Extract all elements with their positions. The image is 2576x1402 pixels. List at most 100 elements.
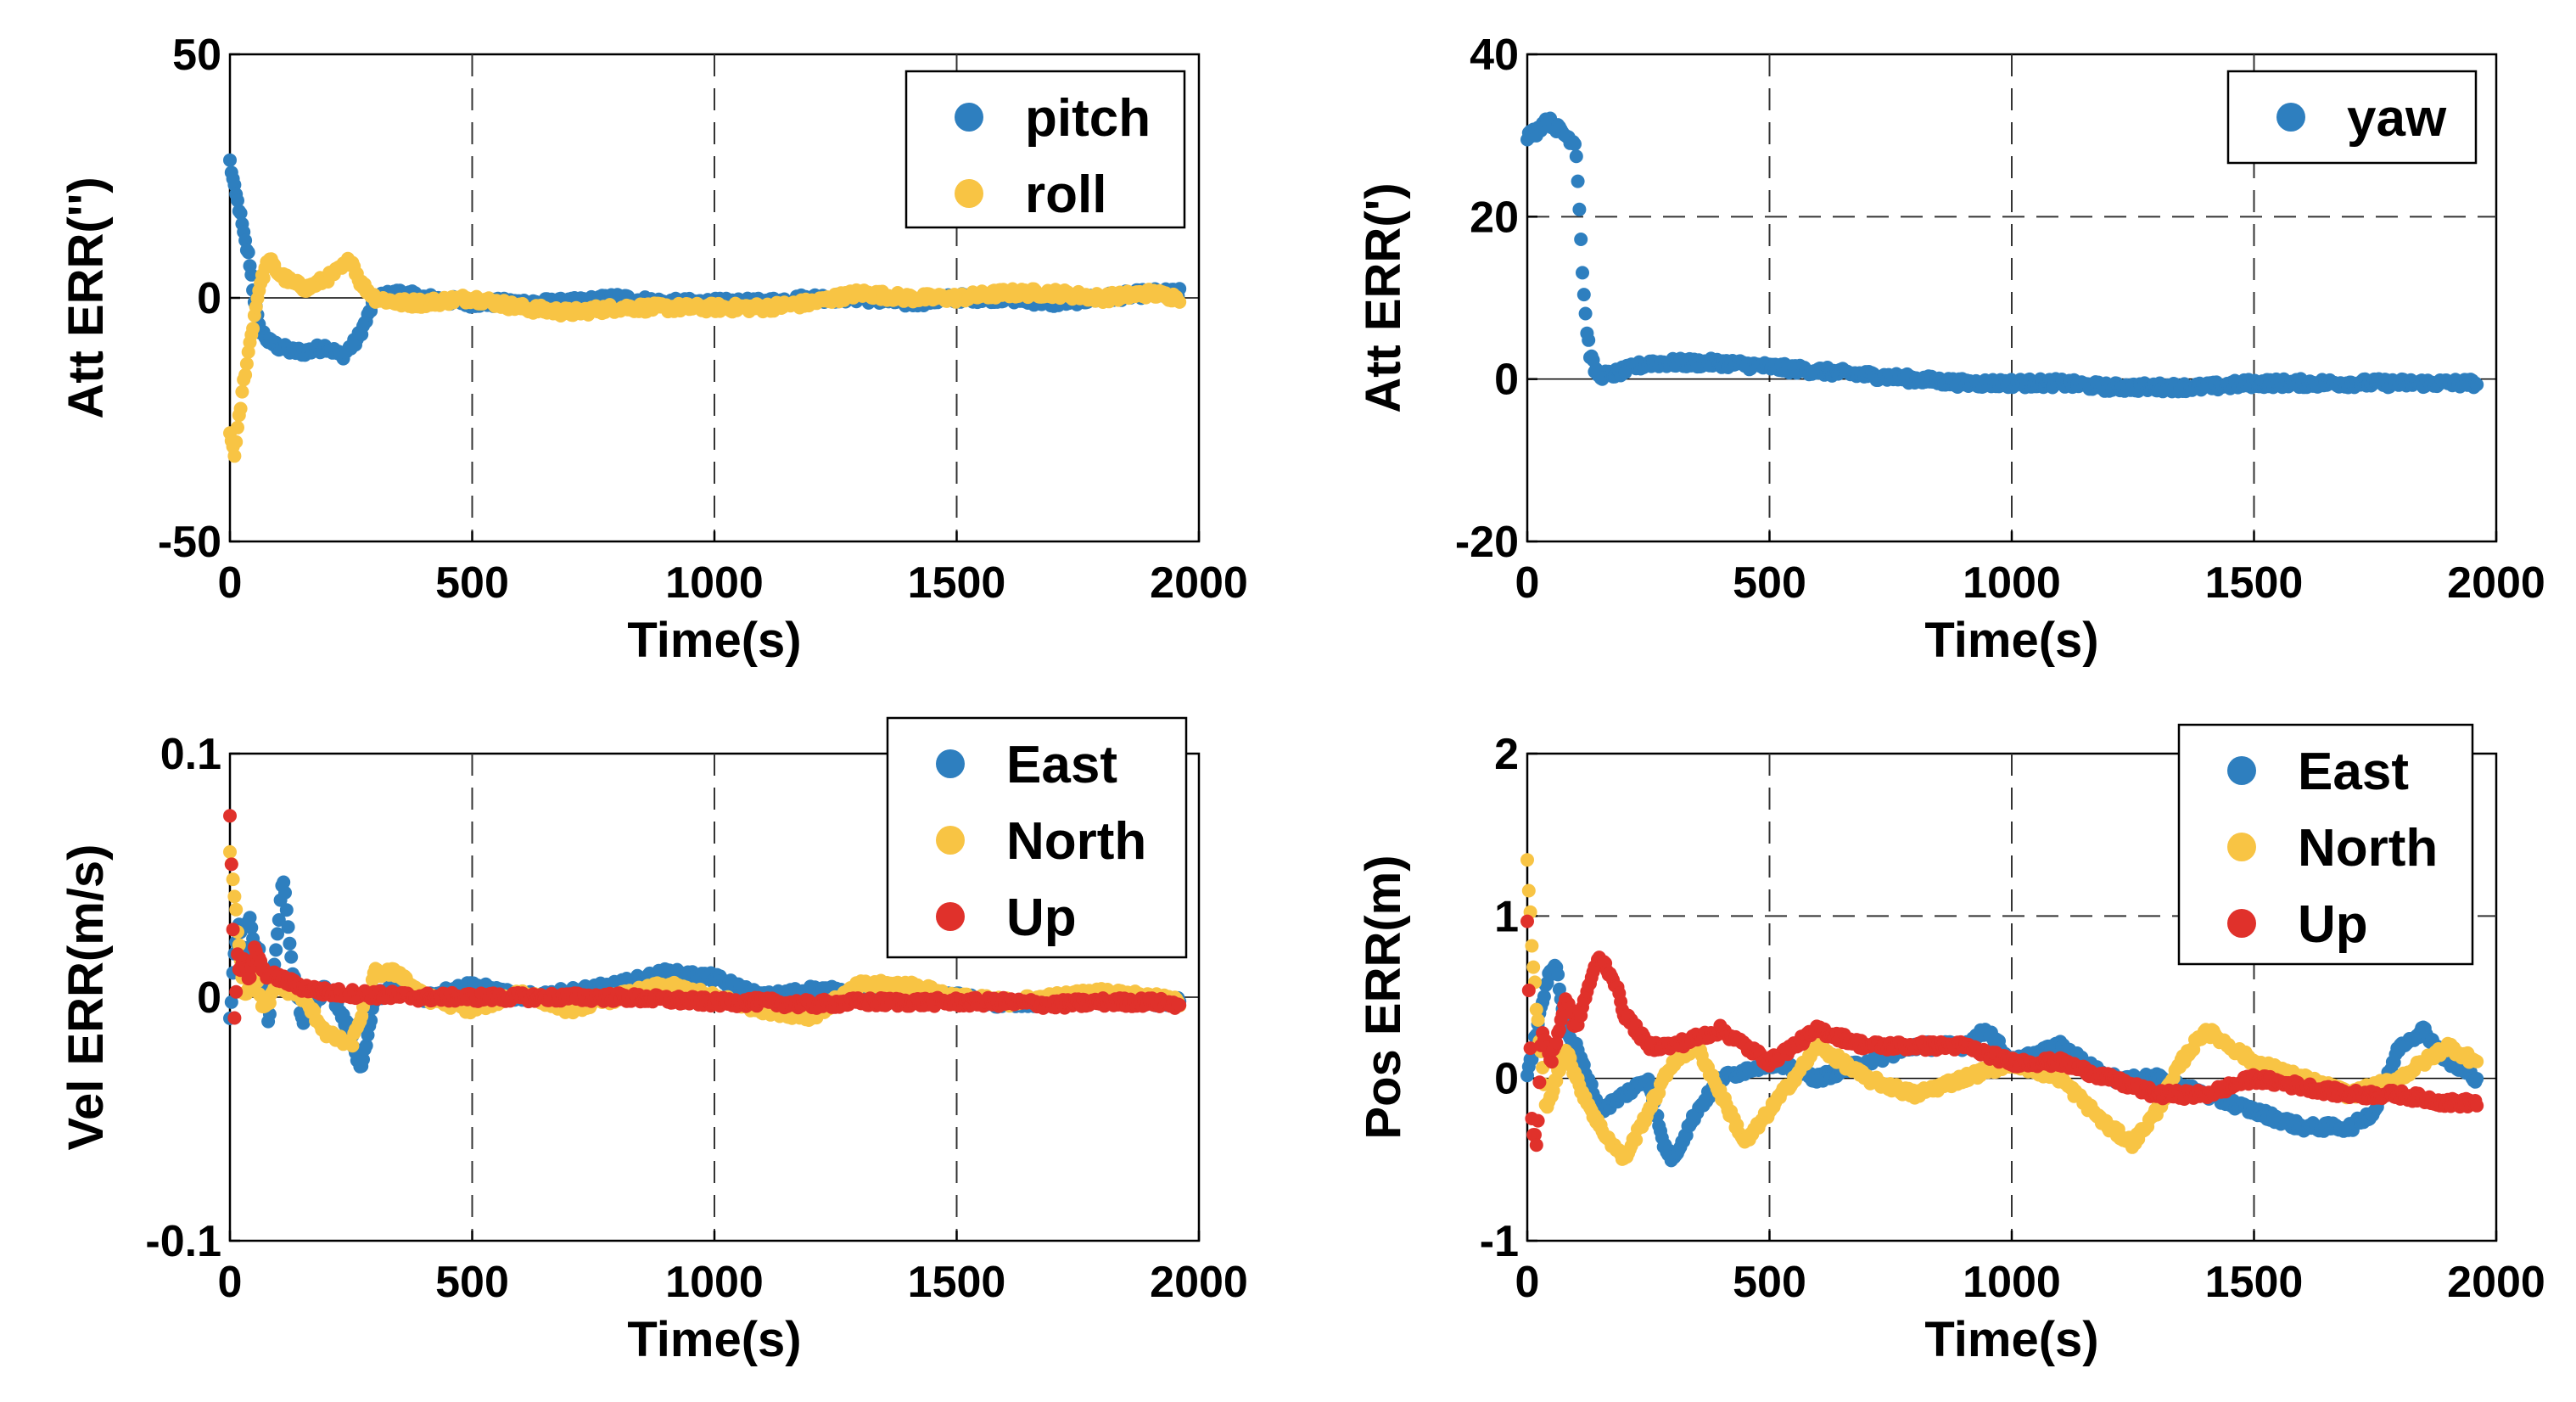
data-point — [281, 920, 295, 934]
data-point — [256, 271, 271, 285]
x-tick-label: 1000 — [665, 558, 764, 608]
x-tick-label: 500 — [435, 1258, 509, 1307]
data-point — [243, 911, 257, 925]
y-tick-label: -20 — [1455, 518, 1519, 567]
data-point — [227, 1011, 242, 1025]
data-point — [1526, 960, 1541, 974]
x-axis-label: Time(s) — [1924, 613, 2098, 668]
series-up — [223, 809, 1187, 1025]
data-point — [1531, 1012, 1545, 1027]
data-point — [229, 984, 244, 999]
series-roll — [223, 251, 1187, 463]
x-tick-label: 1000 — [665, 1258, 764, 1307]
data-point — [235, 384, 249, 399]
data-point — [224, 995, 238, 1009]
data-point — [223, 153, 237, 167]
data-point — [345, 1039, 360, 1053]
x-axis-label: Time(s) — [627, 1312, 801, 1367]
data-point — [269, 943, 283, 957]
data-point — [1582, 333, 1596, 347]
data-point — [1572, 202, 1587, 216]
x-tick-label: 0 — [218, 1258, 243, 1307]
x-tick-label: 1000 — [1963, 558, 2061, 608]
x-axis-label: Time(s) — [627, 613, 801, 668]
data-point — [227, 449, 242, 463]
series-group — [1520, 853, 2484, 1168]
y-tick-label: 0 — [1494, 356, 1519, 405]
legend-marker — [955, 103, 983, 132]
data-point — [1521, 883, 1536, 898]
data-point — [224, 857, 238, 872]
data-point — [1576, 288, 1591, 302]
data-point — [1569, 149, 1583, 164]
x-tick-label: 2000 — [1150, 1258, 1248, 1307]
data-point — [231, 193, 244, 208]
data-point — [1537, 990, 1551, 1004]
data-point — [1578, 306, 1593, 321]
series-group — [223, 809, 1187, 1074]
data-point — [2470, 378, 2484, 392]
data-point — [1520, 853, 1534, 867]
x-tick-label: 0 — [218, 558, 243, 608]
legend-marker — [936, 826, 965, 855]
data-point — [238, 367, 253, 382]
data-point — [226, 872, 240, 887]
x-tick-label: 2000 — [1150, 558, 1248, 608]
data-point — [1529, 1002, 1543, 1017]
series-north — [1520, 853, 2484, 1166]
legend-label: North — [1006, 812, 1146, 871]
data-point — [1574, 233, 1588, 246]
data-point — [2470, 1072, 2484, 1085]
x-tick-label: 2000 — [2447, 558, 2545, 608]
data-point — [1571, 174, 1585, 188]
legend: yaw — [2226, 70, 2478, 165]
data-point — [244, 267, 259, 282]
data-point — [243, 970, 257, 984]
data-point — [356, 1052, 370, 1067]
data-point — [223, 844, 237, 859]
y-tick-label: 0 — [197, 973, 221, 1023]
data-point — [239, 356, 254, 371]
data-point — [271, 927, 284, 941]
data-point — [359, 1039, 373, 1052]
x-tick-label: 1500 — [908, 558, 1006, 608]
legend-box — [904, 70, 1186, 229]
legend-marker — [936, 749, 965, 778]
y-axis-label: Att ERR(') — [1356, 182, 1411, 413]
data-point — [1525, 939, 1539, 953]
y-tick-label: 40 — [1470, 31, 1519, 80]
y-tick-label: -50 — [158, 518, 221, 567]
data-point — [241, 245, 255, 260]
series-yaw — [1520, 111, 2484, 399]
legend-label: roll — [1025, 165, 1106, 224]
data-point — [229, 435, 244, 449]
data-point — [227, 889, 242, 904]
data-point — [1568, 137, 1582, 151]
data-point — [277, 875, 291, 889]
data-point — [233, 206, 248, 221]
x-tick-label: 500 — [1733, 558, 1806, 608]
data-point — [231, 420, 244, 435]
data-point — [272, 913, 286, 927]
y-tick-label: 0 — [197, 274, 221, 323]
legend-label: Up — [1006, 889, 1077, 947]
data-point — [284, 950, 299, 964]
x-tick-label: 0 — [1515, 558, 1540, 608]
data-point — [229, 902, 244, 917]
data-point — [1576, 266, 1589, 280]
data-point — [244, 921, 259, 935]
data-point — [1173, 294, 1187, 309]
y-axis-label: Att ERR('') — [59, 177, 114, 418]
data-point — [1629, 1133, 1644, 1147]
legend-marker — [936, 902, 965, 931]
data-point — [279, 903, 294, 917]
y-tick-label: 20 — [1470, 193, 1519, 242]
data-point — [1551, 967, 1565, 982]
y-tick-label: 0.1 — [160, 730, 221, 779]
y-tick-label: 50 — [172, 31, 221, 80]
